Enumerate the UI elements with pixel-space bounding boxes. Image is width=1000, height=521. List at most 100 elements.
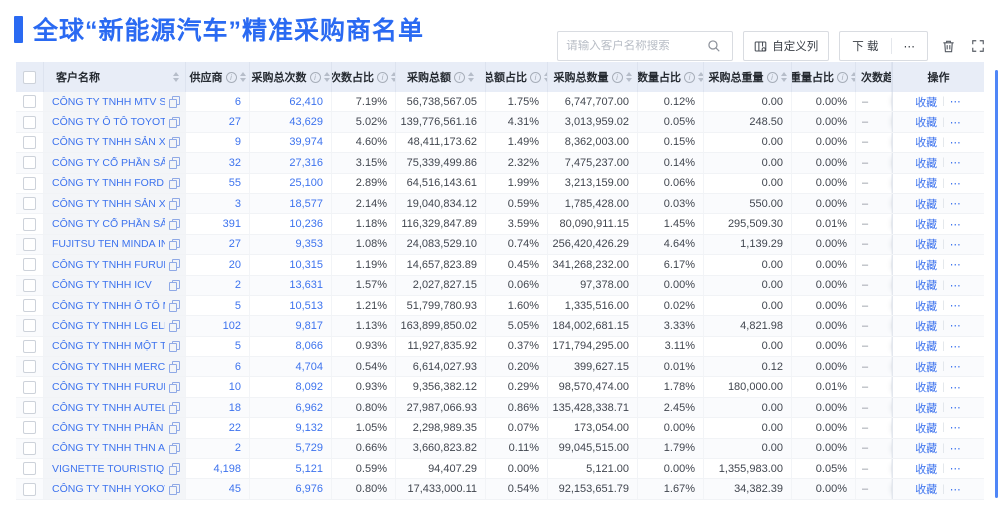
row-checkbox[interactable] [23, 482, 36, 496]
company-name-link[interactable]: CÔNG TY TNHH SẢN XUẤT VÀ ... [52, 197, 165, 210]
vertical-scrollbar[interactable] [995, 70, 998, 498]
row-more-icon[interactable]: ⋯ [949, 361, 962, 374]
row-more-icon[interactable]: ⋯ [949, 96, 962, 109]
supplier-cell[interactable]: 55 [186, 173, 250, 193]
copy-icon[interactable] [169, 238, 180, 251]
favorite-link[interactable]: 收藏 [915, 320, 938, 333]
row-checkbox[interactable] [23, 197, 36, 211]
column-header-amount_pct[interactable]: 总额占比 i [486, 62, 548, 92]
favorite-link[interactable]: 收藏 [915, 361, 938, 374]
times-cell[interactable]: 10,315 [250, 255, 332, 275]
times-cell[interactable]: 25,100 [250, 173, 332, 193]
sort-icon[interactable] [544, 72, 547, 82]
favorite-link[interactable]: 收藏 [915, 280, 938, 293]
supplier-cell[interactable]: 6 [186, 357, 250, 377]
row-checkbox[interactable] [23, 278, 36, 292]
times-cell[interactable]: 9,817 [250, 316, 332, 336]
row-checkbox[interactable] [23, 176, 36, 190]
supplier-cell[interactable]: 391 [186, 214, 250, 234]
row-more-icon[interactable]: ⋯ [949, 259, 962, 272]
copy-icon[interactable] [169, 422, 180, 434]
supplier-cell[interactable]: 27 [186, 112, 250, 132]
copy-icon[interactable] [169, 463, 180, 475]
info-icon[interactable]: i [530, 71, 541, 83]
supplier-cell[interactable]: 18 [186, 397, 250, 418]
sort-icon[interactable] [239, 72, 246, 82]
row-more-icon[interactable]: ⋯ [949, 442, 962, 455]
supplier-cell[interactable]: 5 [186, 295, 250, 316]
info-icon[interactable]: i [225, 71, 237, 83]
row-more-icon[interactable]: ⋯ [949, 238, 962, 251]
search-icon[interactable] [704, 36, 724, 56]
company-name-link[interactable]: CÔNG TY CỔ PHẦN SẢN XUẤT... [52, 218, 165, 231]
company-name-link[interactable]: CÔNG TY TNHH MTV SẢN XUẤ... [52, 95, 165, 108]
row-more-icon[interactable]: ⋯ [949, 402, 962, 415]
favorite-link[interactable]: 收藏 [915, 402, 938, 415]
copy-icon[interactable] [169, 361, 180, 373]
copy-icon[interactable] [169, 136, 180, 149]
supplier-cell[interactable]: 32 [186, 153, 250, 173]
row-more-icon[interactable]: ⋯ [949, 279, 962, 292]
copy-icon[interactable] [169, 483, 180, 496]
copy-icon[interactable] [169, 116, 180, 129]
trash-icon[interactable] [938, 36, 958, 56]
supplier-cell[interactable]: 22 [186, 418, 250, 438]
favorite-link[interactable]: 收藏 [915, 422, 938, 435]
copy-icon[interactable] [169, 177, 180, 190]
times-cell[interactable]: 10,236 [250, 214, 332, 234]
row-checkbox[interactable] [23, 462, 36, 476]
sort-icon[interactable] [323, 72, 330, 82]
company-name-link[interactable]: CÔNG TY TNHH MỘT THÀNH V... [52, 340, 165, 353]
row-checkbox[interactable] [23, 441, 36, 455]
times-cell[interactable]: 8,092 [250, 377, 332, 397]
search-input[interactable] [566, 40, 705, 52]
sort-icon[interactable] [698, 72, 703, 82]
times-cell[interactable]: 5,729 [250, 438, 332, 459]
favorite-link[interactable]: 收藏 [915, 382, 938, 395]
row-more-icon[interactable]: ⋯ [949, 177, 962, 190]
download-button[interactable]: 下 载 [852, 41, 879, 53]
sort-icon[interactable] [468, 72, 474, 82]
supplier-cell[interactable]: 27 [186, 234, 250, 255]
times-cell[interactable]: 9,132 [250, 418, 332, 438]
copy-icon[interactable] [169, 340, 180, 353]
column-header-weight_pct[interactable]: 重量占比 i [792, 62, 856, 92]
supplier-cell[interactable]: 2 [186, 275, 250, 295]
supplier-cell[interactable]: 10 [186, 377, 250, 397]
favorite-link[interactable]: 收藏 [915, 239, 938, 252]
company-name-link[interactable]: CÔNG TY CỔ PHẦN SẢN XUẤT... [52, 156, 165, 169]
copy-icon[interactable] [169, 279, 180, 292]
company-name-link[interactable]: CÔNG TY TNHH FURUKAWA A... [52, 258, 165, 271]
supplier-cell[interactable]: 20 [186, 255, 250, 275]
company-name-link[interactable]: FUJITSU TEN MINDA INDIA PVT... [52, 238, 165, 251]
info-icon[interactable]: i [309, 71, 321, 83]
copy-icon[interactable] [169, 157, 180, 169]
times-cell[interactable]: 62,410 [250, 92, 332, 112]
times-cell[interactable]: 27,316 [250, 153, 332, 173]
copy-icon[interactable] [169, 402, 180, 414]
copy-icon[interactable] [169, 320, 180, 332]
company-name-link[interactable]: CÔNG TY TNHH FORD VIỆT NAM [52, 177, 165, 190]
column-header-qty[interactable]: 采购总数量 i [548, 62, 638, 92]
sort-icon[interactable] [391, 72, 395, 82]
sort-icon[interactable] [625, 72, 632, 82]
times-cell[interactable]: 9,353 [250, 234, 332, 255]
supplier-cell[interactable]: 5 [186, 336, 250, 357]
company-name-link[interactable]: CÔNG TY TNHH THN AUTOPAR... [52, 442, 165, 455]
row-more-icon[interactable]: ⋯ [949, 136, 962, 149]
company-name-link[interactable]: CÔNG TY TNHH ICV [52, 279, 152, 292]
supplier-cell[interactable]: 45 [186, 479, 250, 499]
column-header-amount[interactable]: 采购总额 i [396, 62, 486, 92]
copy-icon[interactable] [169, 218, 180, 231]
row-more-icon[interactable]: ⋯ [949, 483, 962, 496]
row-checkbox[interactable] [23, 360, 36, 374]
supplier-cell[interactable]: 2 [186, 438, 250, 459]
favorite-link[interactable]: 收藏 [915, 219, 938, 232]
row-checkbox[interactable] [23, 339, 36, 353]
row-checkbox[interactable] [23, 95, 36, 109]
row-checkbox[interactable] [23, 217, 36, 231]
times-cell[interactable]: 8,066 [250, 336, 332, 357]
favorite-link[interactable]: 收藏 [915, 300, 938, 313]
favorite-link[interactable]: 收藏 [915, 157, 938, 170]
info-icon[interactable]: i [611, 71, 623, 83]
